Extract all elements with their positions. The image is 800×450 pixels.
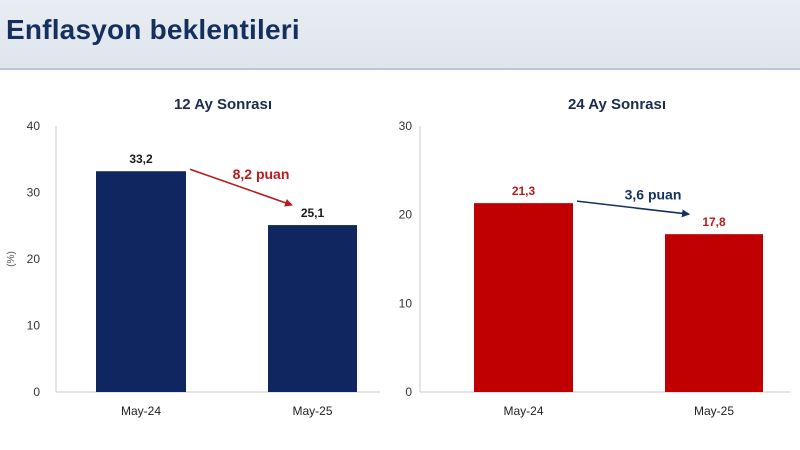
chart-1-y-axis-label: (%) <box>6 251 17 267</box>
chart-1-bar <box>268 225 357 392</box>
chart-2-bar <box>665 234 763 392</box>
chart-2-y-tick-label: 0 <box>405 385 412 399</box>
chart-2-change-arrow <box>576 200 690 218</box>
chart-2-y-tick-label: 10 <box>399 296 413 310</box>
chart-2-change-annotation: 3,6 puan <box>625 187 682 203</box>
chart-1-y-tick-label: 20 <box>27 252 41 266</box>
chart-2-y-tick-label: 20 <box>399 208 413 222</box>
chart-1-y-tick-label: 0 <box>33 385 40 399</box>
chart-1-y-tick-label: 10 <box>27 319 41 333</box>
chart-1-value-label: 25,1 <box>301 206 325 220</box>
chart-2-title: 24 Ay Sonrası <box>568 96 666 113</box>
chart-2-x-tick-label: May-24 <box>503 404 543 418</box>
chart-2-value-label: 17,8 <box>702 215 726 229</box>
chart-2-bar <box>474 203 573 392</box>
chart-1-change-arrow <box>189 168 293 207</box>
chart-2-y-tick-label: 30 <box>399 119 413 133</box>
chart-1-y-tick-label: 40 <box>27 119 41 133</box>
chart-2-value-label: 21,3 <box>512 184 536 198</box>
chart-1-x-tick-label: May-24 <box>121 404 161 418</box>
chart-1-change-annotation: 8,2 puan <box>233 166 290 182</box>
chart-2-x-tick-label: May-25 <box>694 404 734 418</box>
chart-1-y-tick-label: 30 <box>27 186 41 200</box>
chart-1-bar <box>96 171 186 392</box>
footer-note <box>0 437 140 447</box>
chart-1-title: 12 Ay Sonrası <box>174 96 272 113</box>
header-bar: Enflasyon beklentileri <box>0 0 800 70</box>
chart-1-x-tick-label: May-25 <box>292 404 332 418</box>
chart-1-value-label: 33,2 <box>129 152 153 166</box>
page-title: Enflasyon beklentileri <box>6 14 300 45</box>
